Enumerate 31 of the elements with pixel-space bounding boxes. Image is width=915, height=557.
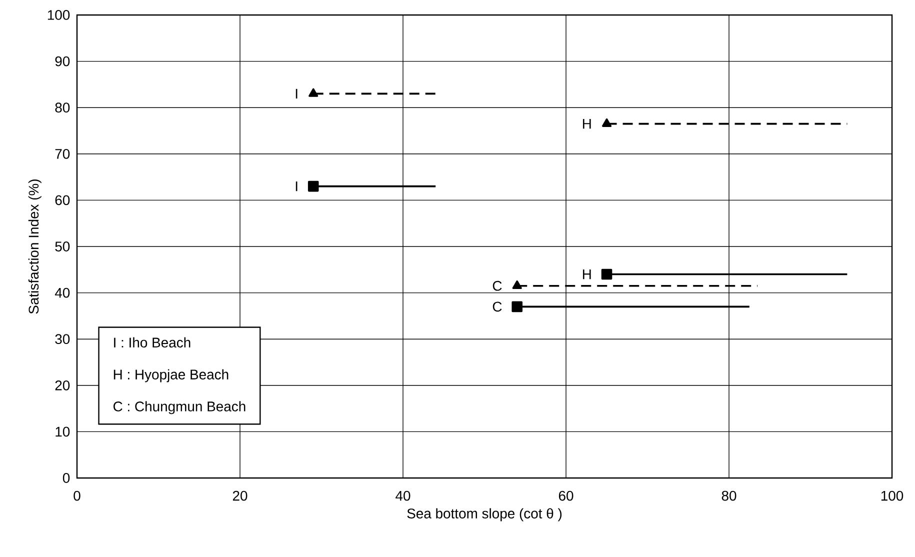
series-label: I — [296, 182, 298, 192]
x-tick-label: 20 — [232, 490, 248, 501]
y-tick-label: 30 — [55, 334, 70, 344]
x-tick-label: 80 — [722, 490, 736, 501]
x-tick-label: 0 — [74, 490, 80, 501]
series-label: C — [492, 280, 502, 291]
x-tick-label: 60 — [558, 490, 574, 501]
y-tick-label: 50 — [55, 242, 70, 252]
series-label: H — [582, 269, 591, 280]
point — [601, 268, 612, 280]
annotation: I : Iho Beach — [114, 337, 190, 348]
series-label: I — [296, 88, 298, 99]
point — [308, 180, 319, 192]
y-tick-label: 20 — [55, 380, 70, 390]
series-label: C — [492, 302, 502, 312]
x-tick-label: 40 — [396, 490, 410, 501]
y-axis-title: Satisfaction Index (%) — [28, 180, 42, 314]
y-tick-label: 40 — [54, 288, 70, 298]
series-label: H — [582, 119, 591, 129]
y-tick-label: 0 — [62, 473, 70, 483]
x-axis-title: Sea bottom slope (cot θ ) — [407, 508, 562, 522]
y-tick-label: 90 — [55, 56, 70, 66]
y-tick-label: 100 — [48, 10, 70, 20]
y-tick-label: 60 — [55, 195, 70, 206]
y-tick-label: 10 — [56, 426, 70, 437]
annotation: C : Chungmun Beach — [113, 401, 246, 414]
y-tick-label: 80 — [55, 102, 70, 113]
annotation: H : Hyopjae Beach — [114, 369, 228, 382]
x-tick-label: 100 — [881, 490, 904, 501]
y-tick-label: 70 — [55, 148, 70, 159]
point — [512, 301, 523, 312]
